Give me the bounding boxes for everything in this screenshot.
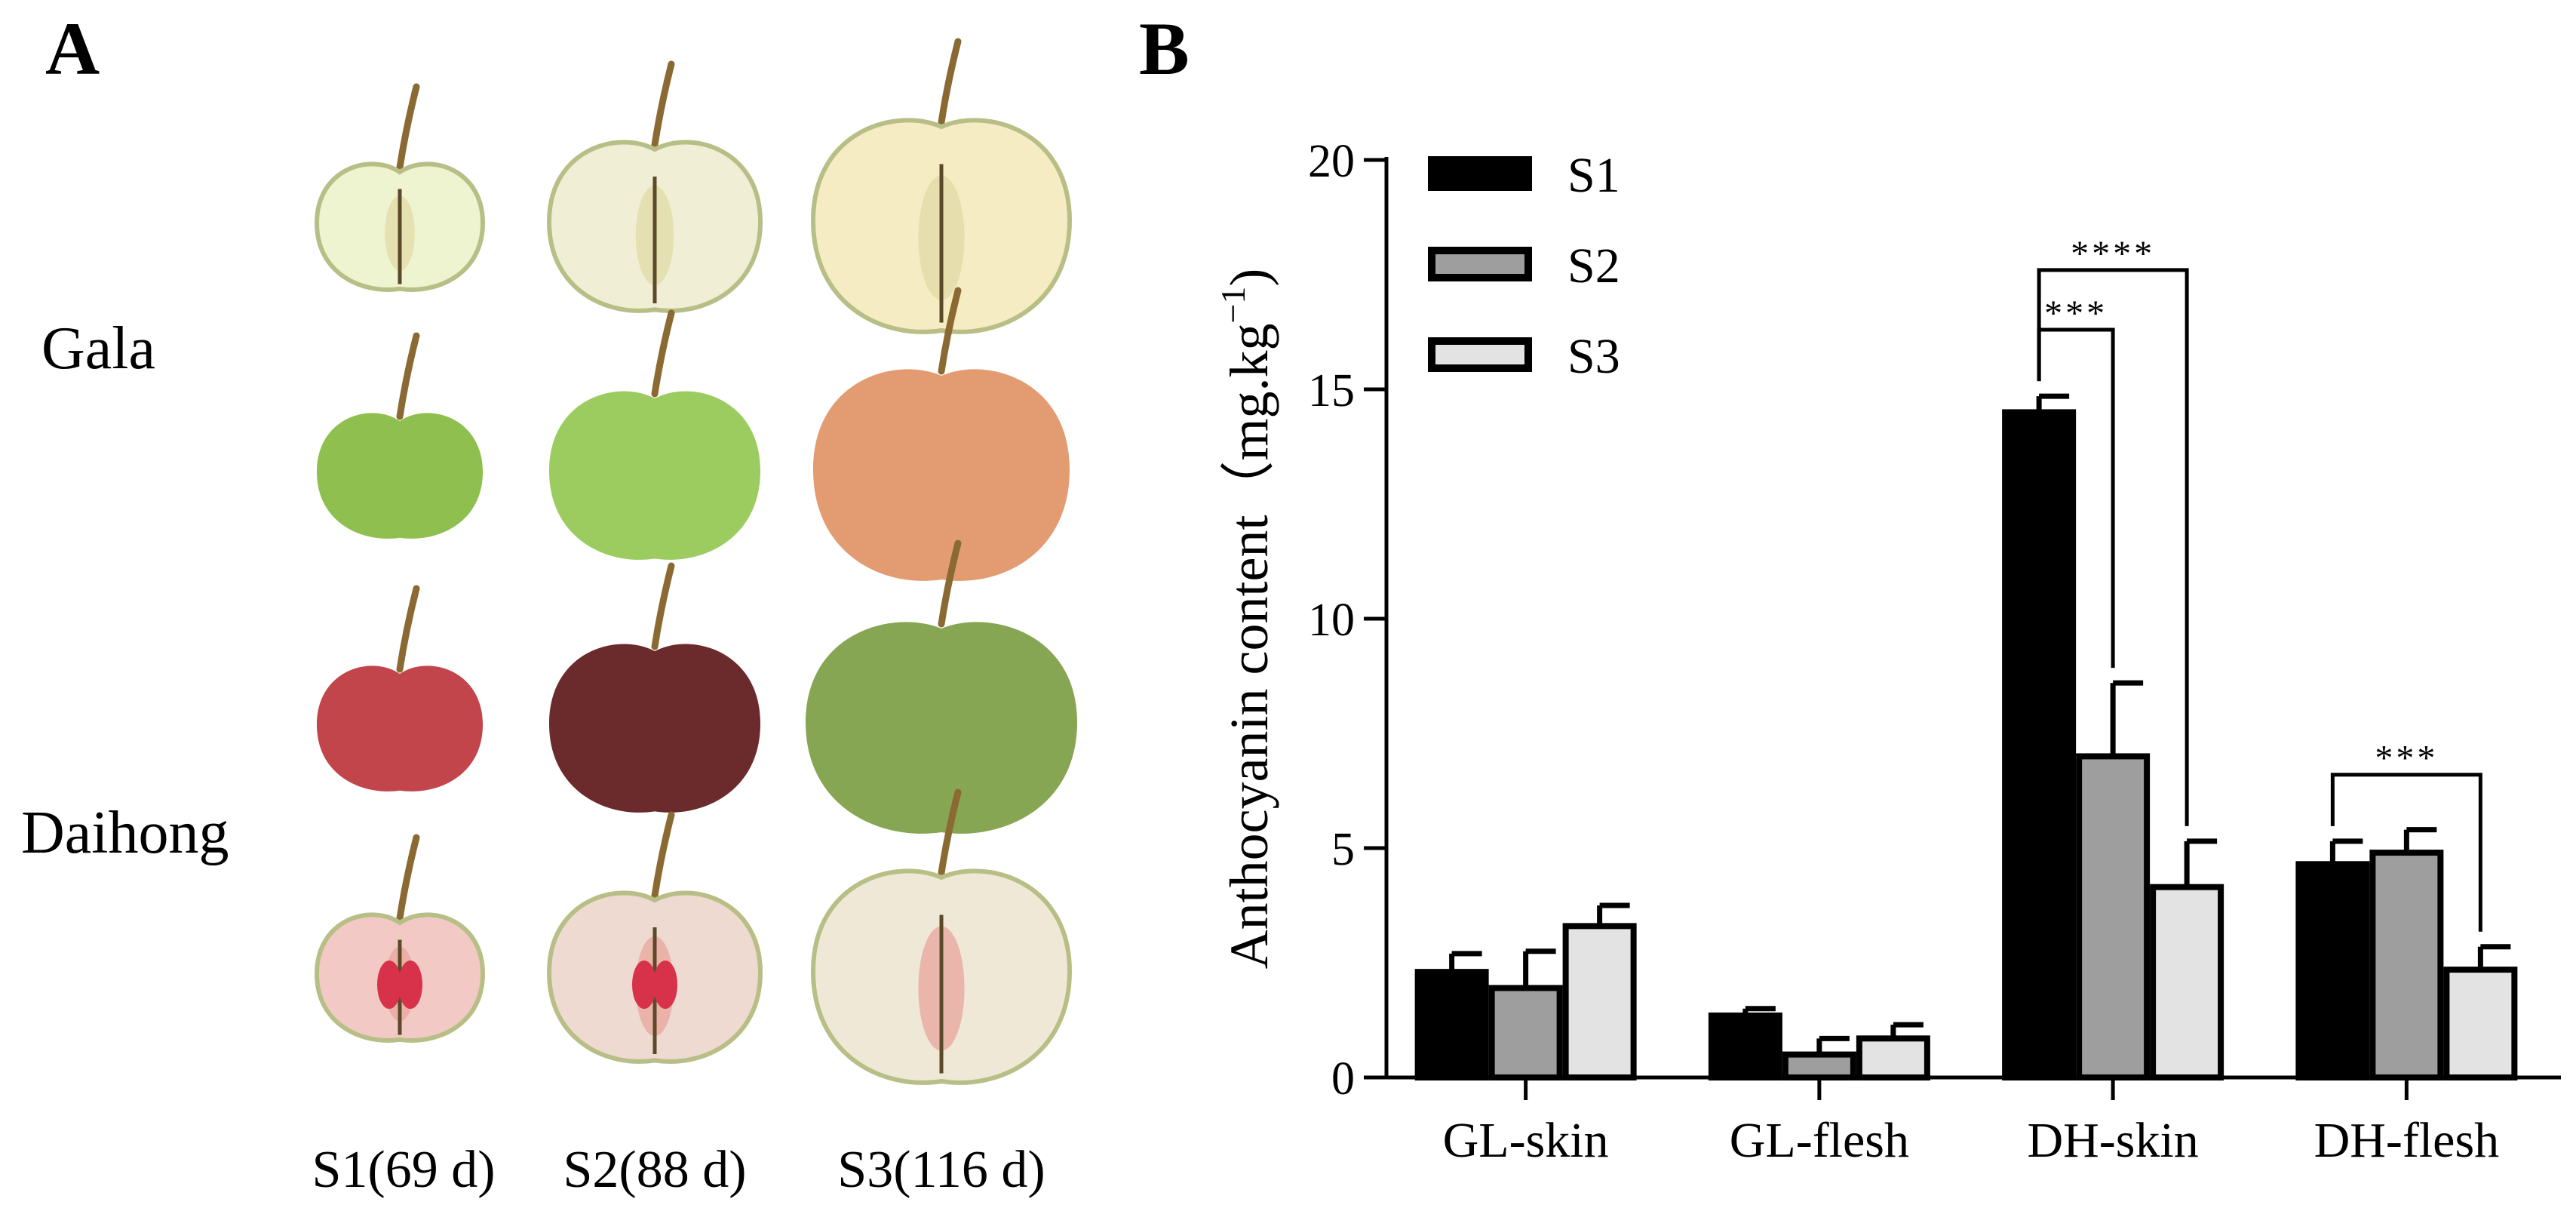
fruit-body — [806, 622, 1077, 834]
fruit-daihong-whole-s1 — [317, 585, 483, 792]
fruit-seed — [632, 961, 656, 1009]
panel-a-letter: A — [45, 7, 100, 91]
bar-s1-gl-flesh — [1708, 1012, 1782, 1081]
fruit-stem — [396, 83, 420, 171]
significance-brackets: ********** — [2037, 234, 2482, 932]
fruit-stem — [651, 811, 675, 899]
fruit-daihong-cut-s3 — [810, 788, 1073, 1085]
fruit-stem — [651, 309, 675, 398]
stage-label-s3: S3(116 d) — [837, 1141, 1045, 1199]
fruit-stem — [938, 539, 962, 628]
fruit-gala-whole-s3 — [813, 287, 1070, 581]
fruit-daihong-cut-s2 — [546, 811, 763, 1064]
legend-label-s2: S2 — [1567, 238, 1620, 294]
y-axis: 0 5 10 15 20 — [1308, 136, 1389, 1105]
y-tick-label: 5 — [1331, 824, 1355, 875]
bar-s2-gl-skin — [1488, 985, 1563, 1080]
fruit-daihong-whole-s2 — [549, 562, 760, 813]
fruit-stem — [651, 562, 675, 650]
x-tick-label: DH-skin — [2027, 1113, 2198, 1168]
legend-label-s1: S1 — [1567, 148, 1620, 203]
fruit-stem — [396, 585, 420, 673]
legend-swatch-s1 — [1428, 156, 1532, 191]
fruit-stem — [396, 834, 420, 922]
y-tick-label: 10 — [1308, 595, 1355, 646]
fruit-seed — [377, 961, 401, 1009]
stage-label-s1: S1(69 d) — [312, 1141, 495, 1199]
fruit-seed — [653, 961, 677, 1009]
fruit-stem — [651, 60, 675, 149]
y-axis-title-sup: −1 — [1214, 287, 1252, 324]
bar-s2-dh-skin — [2076, 753, 2151, 1081]
bar-s3-gl-skin — [1562, 923, 1637, 1080]
fruit-body — [549, 644, 760, 813]
x-tick-label: GL-flesh — [1730, 1113, 1909, 1168]
stage-label-s2: S2(88 d) — [563, 1141, 746, 1199]
fruit-seed — [398, 961, 422, 1009]
fruit-body — [549, 391, 760, 560]
fruit-stem — [396, 332, 420, 420]
legend-swatch-s3 — [1428, 337, 1532, 372]
y-tick-label: 0 — [1331, 1053, 1355, 1105]
fruit-body — [813, 369, 1070, 581]
x-tick-label: DH-flesh — [2314, 1113, 2500, 1168]
significance-bracket — [2037, 268, 2189, 826]
panel-a-photos: A Gala Daihong S1(69 d) S2(88 d) S3(116 … — [21, 7, 1077, 1199]
bar-s2-dh-flesh — [2369, 850, 2444, 1080]
fruit-gala-cut-s1 — [314, 83, 486, 292]
legend: S1 S2 S3 — [1428, 148, 1620, 384]
fruit-body — [317, 665, 483, 792]
bar-s3-dh-flesh — [2443, 967, 2518, 1080]
bar-s1-gl-skin — [1414, 969, 1489, 1081]
legend-label-s3: S3 — [1567, 329, 1620, 384]
fruit-gala-cut-s3 — [810, 38, 1073, 334]
fruit-gala-whole-s1 — [317, 332, 483, 539]
fruit-body — [317, 413, 483, 539]
x-tick-label: GL-skin — [1443, 1113, 1609, 1168]
fruit-daihong-cut-s1 — [314, 834, 486, 1043]
fruit-gala-whole-s2 — [549, 309, 760, 560]
bar-s1-dh-skin — [2002, 409, 2077, 1080]
fruit-grid — [314, 38, 1077, 1085]
bar-s1-dh-flesh — [2295, 861, 2370, 1081]
panel-b-letter: B — [1139, 7, 1190, 91]
y-tick-label: 15 — [1308, 365, 1355, 416]
significance-label: *** — [2044, 294, 2108, 334]
y-axis-title-close: ) — [1219, 269, 1279, 287]
fruit-stem — [938, 287, 962, 375]
row-label-gala: Gala — [41, 315, 155, 382]
panel-b-chart: B Anthocyanin content（mg.kg−1) 05101520 … — [1139, 7, 2561, 1168]
fruit-gala-cut-s2 — [546, 60, 763, 313]
significance-label: **** — [2071, 234, 2155, 274]
fruit-stem — [938, 38, 962, 126]
legend-swatch-s2 — [1428, 247, 1532, 281]
bar-s2-gl-flesh — [1782, 1051, 1856, 1080]
row-label-daihong: Daihong — [21, 800, 229, 866]
fruit-daihong-whole-s3 — [806, 539, 1077, 834]
y-axis-title-main: Anthocyanin content（mg.kg — [1219, 324, 1279, 970]
fruit-stem — [938, 788, 962, 877]
significance-bracket — [2330, 773, 2482, 932]
x-axis: GL-skin GL-flesh DH-skin DH-flesh — [1386, 1075, 2561, 1168]
significance-label: *** — [2375, 739, 2438, 779]
bars — [1414, 393, 2518, 1081]
bar-s3-gl-flesh — [1856, 1035, 1930, 1080]
bar-s3-dh-skin — [2150, 884, 2224, 1081]
y-axis-title: Anthocyanin content（mg.kg−1) — [1214, 269, 1279, 970]
y-tick-label: 20 — [1308, 136, 1355, 187]
